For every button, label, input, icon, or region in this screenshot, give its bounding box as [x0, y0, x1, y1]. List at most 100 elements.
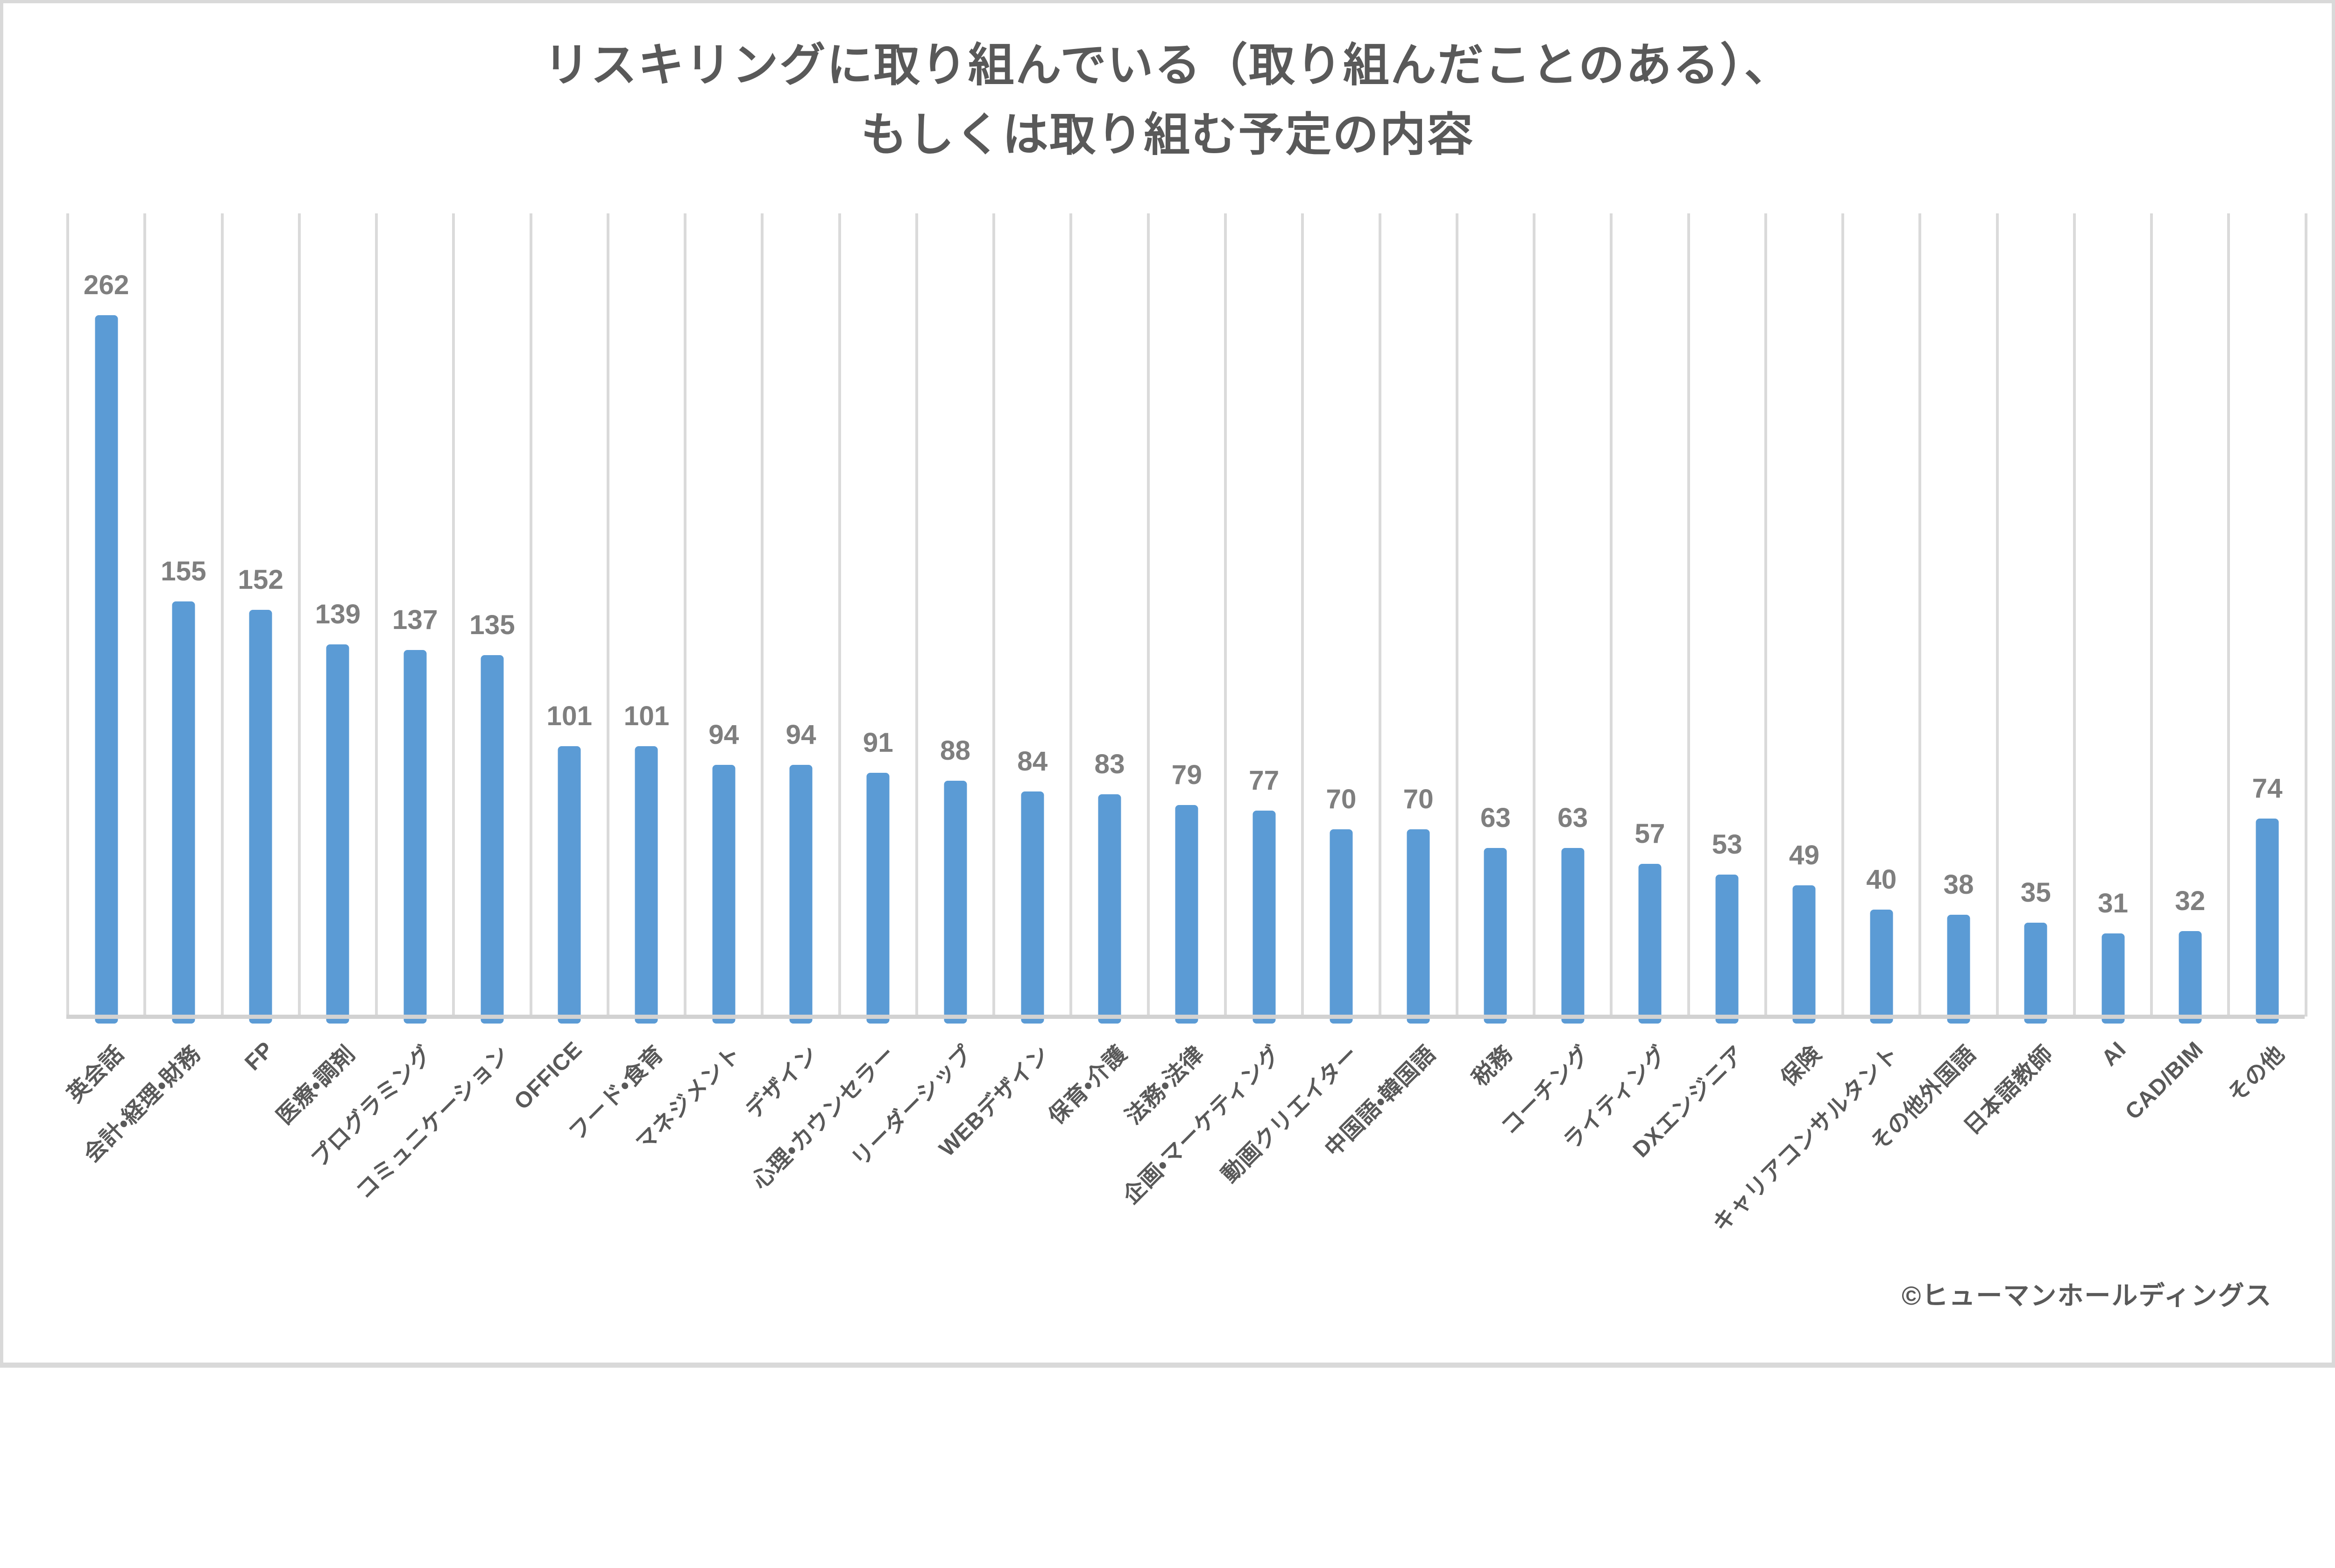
- bar-value-label: 49: [1789, 840, 1820, 871]
- bar-value-label: 79: [1171, 760, 1202, 791]
- category-column: 38 その他外国語: [1866, 213, 1995, 1156]
- bar: [789, 765, 813, 1024]
- bar-value-label: 152: [238, 564, 283, 595]
- category-column: 139 医療・調剤: [272, 213, 375, 1129]
- category-column: 152 FP: [220, 213, 298, 1075]
- bar-value-label: 70: [1326, 784, 1357, 814]
- bar-value-label: 135: [469, 610, 515, 640]
- bar-value-label: 63: [1480, 802, 1511, 833]
- bar: [1330, 829, 1353, 1024]
- x-axis-category-label: 動画クリエイター: [1217, 1041, 1364, 1187]
- bar: [326, 644, 349, 1024]
- category-column: 32 CAD/BIM: [2120, 213, 2227, 1124]
- bar: [1407, 829, 1430, 1024]
- bar: [2102, 933, 2125, 1024]
- bar-value-label: 31: [2097, 888, 2129, 919]
- category-column: 94 マネジメント: [631, 213, 761, 1156]
- bar: [481, 655, 504, 1024]
- bar-value-label: 63: [1557, 802, 1588, 833]
- bar: [2256, 818, 2279, 1024]
- bar-value-label: 139: [315, 599, 361, 630]
- category-column: 70 動画クリエイター: [1217, 213, 1378, 1187]
- category-column: 88 リーダーシップ: [847, 213, 992, 1172]
- category-column: 40 キャリアコンサルタント: [1708, 213, 1918, 1236]
- bar-value-label: 94: [708, 720, 739, 750]
- x-axis-category-label: 保険: [1776, 1041, 1826, 1091]
- chart-title: リスキリングに取り組んでいる（取り組んだことのある）、 もしくは取り組む予定の内…: [3, 30, 2332, 170]
- category-column: 84 WEBデザイン: [934, 213, 1069, 1161]
- bar: [866, 773, 890, 1024]
- bar: [558, 746, 581, 1024]
- x-axis-category-label: FP: [240, 1037, 279, 1075]
- bar-value-label: 32: [2175, 885, 2206, 916]
- bar: [1947, 915, 1970, 1024]
- bar-value-label: 70: [1403, 784, 1434, 814]
- category-column: 70 中国語・韓国語: [1320, 213, 1456, 1161]
- bar: [1870, 909, 1893, 1024]
- x-axis-category-label: 保育・介護: [1044, 1041, 1132, 1129]
- x-axis-category-label: その他: [2223, 1041, 2290, 1107]
- plot-area: 262 英会話 155 会計・経理・財務 152 FP 139 医療・調剤 137 プログラミング…: [63, 213, 2307, 1236]
- category-column: 77 企画・マーケティング: [1118, 213, 1301, 1208]
- bar: [95, 315, 118, 1024]
- bar-value-label: 101: [546, 700, 593, 731]
- bar: [2024, 923, 2047, 1024]
- bar-value-label: 77: [1249, 765, 1280, 796]
- bar: [172, 601, 195, 1024]
- bar: [944, 781, 967, 1024]
- category-column: 63 コーチング: [1496, 213, 1610, 1139]
- bar: [1175, 805, 1198, 1024]
- bar-value-label: 94: [785, 720, 816, 750]
- category-column: 262 英会話: [63, 213, 143, 1107]
- category-column: 137 プログラミング: [306, 213, 452, 1172]
- bar-value-label: 91: [863, 727, 893, 758]
- bar: [1021, 791, 1044, 1024]
- chart-title-line2: もしくは取り組む予定の内容: [861, 109, 1474, 161]
- bar-value-label: 83: [1094, 749, 1125, 780]
- x-axis-category-label: CAD/BIM: [2120, 1037, 2208, 1124]
- category-column: 31 AI: [2073, 213, 2150, 1071]
- bar-value-label: 101: [623, 700, 670, 731]
- bar-value-label: 155: [161, 556, 206, 587]
- bar: [1715, 875, 1739, 1024]
- x-axis-line: [66, 1015, 2305, 1019]
- category-column: 91 心理・カウンセラー: [748, 213, 915, 1194]
- bar-value-label: 40: [1866, 864, 1897, 895]
- bar-value-label: 84: [1017, 746, 1048, 777]
- category-column: 101 フード・食育: [565, 213, 684, 1145]
- bar: [635, 746, 658, 1024]
- category-column: 101 OFFICE: [509, 213, 607, 1114]
- bar-value-label: 74: [2252, 773, 2283, 804]
- bar: [249, 609, 272, 1024]
- category-column: 155 会計・経理・財務: [79, 213, 220, 1167]
- bar: [403, 650, 427, 1024]
- category-column: 94 デザイン: [741, 213, 838, 1123]
- x-axis-category-label: 英会話: [62, 1041, 129, 1107]
- bar: [1484, 848, 1507, 1024]
- bar: [1561, 848, 1585, 1024]
- bar: [1638, 864, 1662, 1024]
- x-axis-category-label: AI: [2096, 1037, 2131, 1071]
- bar-value-label: 53: [1712, 829, 1742, 860]
- bar-value-label: 88: [940, 735, 971, 766]
- bar: [2179, 931, 2202, 1024]
- bar-value-label: 262: [83, 269, 129, 300]
- bar: [1792, 885, 1816, 1024]
- category-column: 35 日本語教師: [1960, 213, 2073, 1139]
- bar: [1252, 810, 1276, 1024]
- category-column: 83 保育・介護: [1044, 213, 1146, 1129]
- x-axis-category-label: OFFICE: [509, 1037, 587, 1115]
- category-column: 79 法務・法律: [1121, 213, 1224, 1129]
- x-axis-category-label: 税務: [1468, 1041, 1518, 1091]
- category-column: 49 保険: [1764, 213, 1841, 1091]
- bar-value-label: 35: [2020, 877, 2051, 908]
- copyright-credit: ©ヒューマンホールディングス: [1902, 1280, 2272, 1310]
- bar-value-label: 137: [392, 604, 438, 635]
- bar-value-label: 57: [1634, 819, 1665, 849]
- category-column: 135 コミュニケーション: [352, 213, 529, 1204]
- bar: [1098, 794, 1121, 1024]
- category-column: 57 ライティング: [1559, 213, 1687, 1154]
- category-column: 63 税務: [1455, 213, 1533, 1091]
- chart-frame: リスキリングに取り組んでいる（取り組んだことのある）、 もしくは取り組む予定の内…: [0, 0, 2335, 1368]
- category-column: 53 DXエンジニア: [1628, 213, 1764, 1162]
